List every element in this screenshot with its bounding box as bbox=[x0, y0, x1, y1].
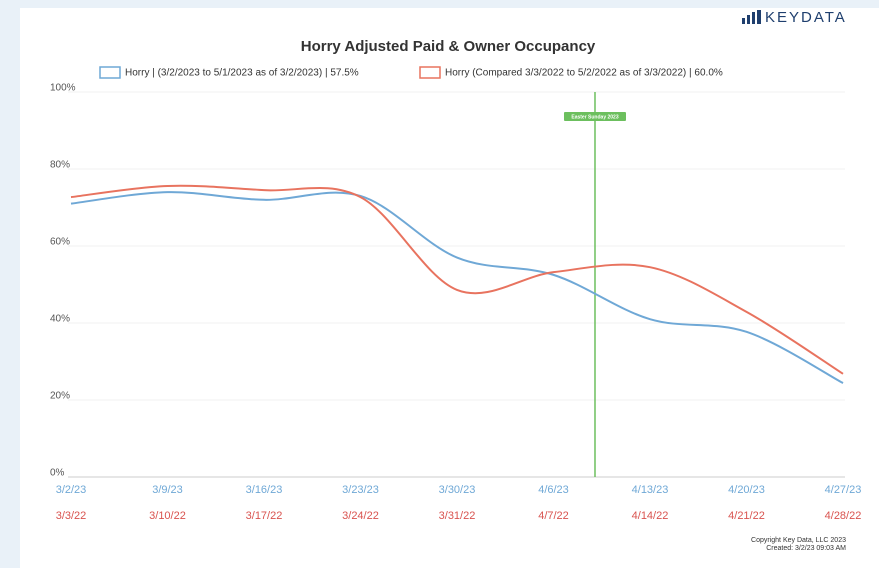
x-compare-label: 3/24/22 bbox=[342, 510, 379, 522]
x-tick-label: 4/20/23 bbox=[728, 484, 765, 496]
x-tick-label: 3/9/23 bbox=[152, 484, 183, 496]
logo-bars bbox=[742, 10, 761, 24]
created: Created: 3/2/23 09:03 AM bbox=[766, 545, 846, 552]
x-tick-label: 4/6/23 bbox=[538, 484, 569, 496]
brand: KEYDATA bbox=[765, 9, 847, 26]
series-line bbox=[70, 191, 844, 384]
x-tick-label: 3/2/23 bbox=[56, 484, 87, 496]
copyright: Copyright Key Data, LLC 2023 bbox=[751, 537, 846, 544]
x-compare-label: 4/21/22 bbox=[728, 510, 765, 522]
legend-swatch bbox=[99, 66, 121, 79]
y-tick-label: 100% bbox=[50, 83, 76, 94]
x-compare-label: 4/7/22 bbox=[538, 510, 569, 522]
x-tick-label: 4/27/23 bbox=[825, 484, 862, 496]
x-tick-label: 3/23/23 bbox=[342, 484, 379, 496]
x-compare-label: 4/28/22 bbox=[825, 510, 862, 522]
legend-swatch bbox=[419, 66, 441, 79]
x-compare-label: 3/31/22 bbox=[439, 510, 476, 522]
legend-label: Horry (Compared 3/3/2022 to 5/2/2022 as … bbox=[445, 68, 723, 79]
y-tick-label: 0% bbox=[50, 468, 65, 479]
card bbox=[20, 8, 879, 568]
x-compare-label: 4/14/22 bbox=[632, 510, 669, 522]
annotation-box bbox=[563, 112, 626, 121]
y-tick-label: 60% bbox=[50, 237, 70, 248]
x-tick-label: 3/30/23 bbox=[439, 484, 476, 496]
x-compare-label: 3/17/22 bbox=[246, 510, 283, 522]
x-tick-label: 3/16/23 bbox=[246, 484, 283, 496]
annotation-label: Easter Sunday 2023 bbox=[571, 114, 618, 120]
y-tick-label: 80% bbox=[50, 160, 70, 171]
series-line bbox=[70, 184, 844, 375]
legend-label: Horry | (3/2/2023 to 5/1/2023 as of 3/2/… bbox=[125, 68, 359, 79]
chart-title: Horry Adjusted Paid & Owner Occupancy bbox=[301, 38, 596, 55]
x-compare-label: 3/3/22 bbox=[56, 510, 87, 522]
x-compare-label: 3/10/22 bbox=[149, 510, 186, 522]
y-tick-label: 20% bbox=[50, 391, 70, 402]
x-tick-label: 4/13/23 bbox=[632, 484, 669, 496]
y-tick-label: 40% bbox=[50, 314, 70, 325]
